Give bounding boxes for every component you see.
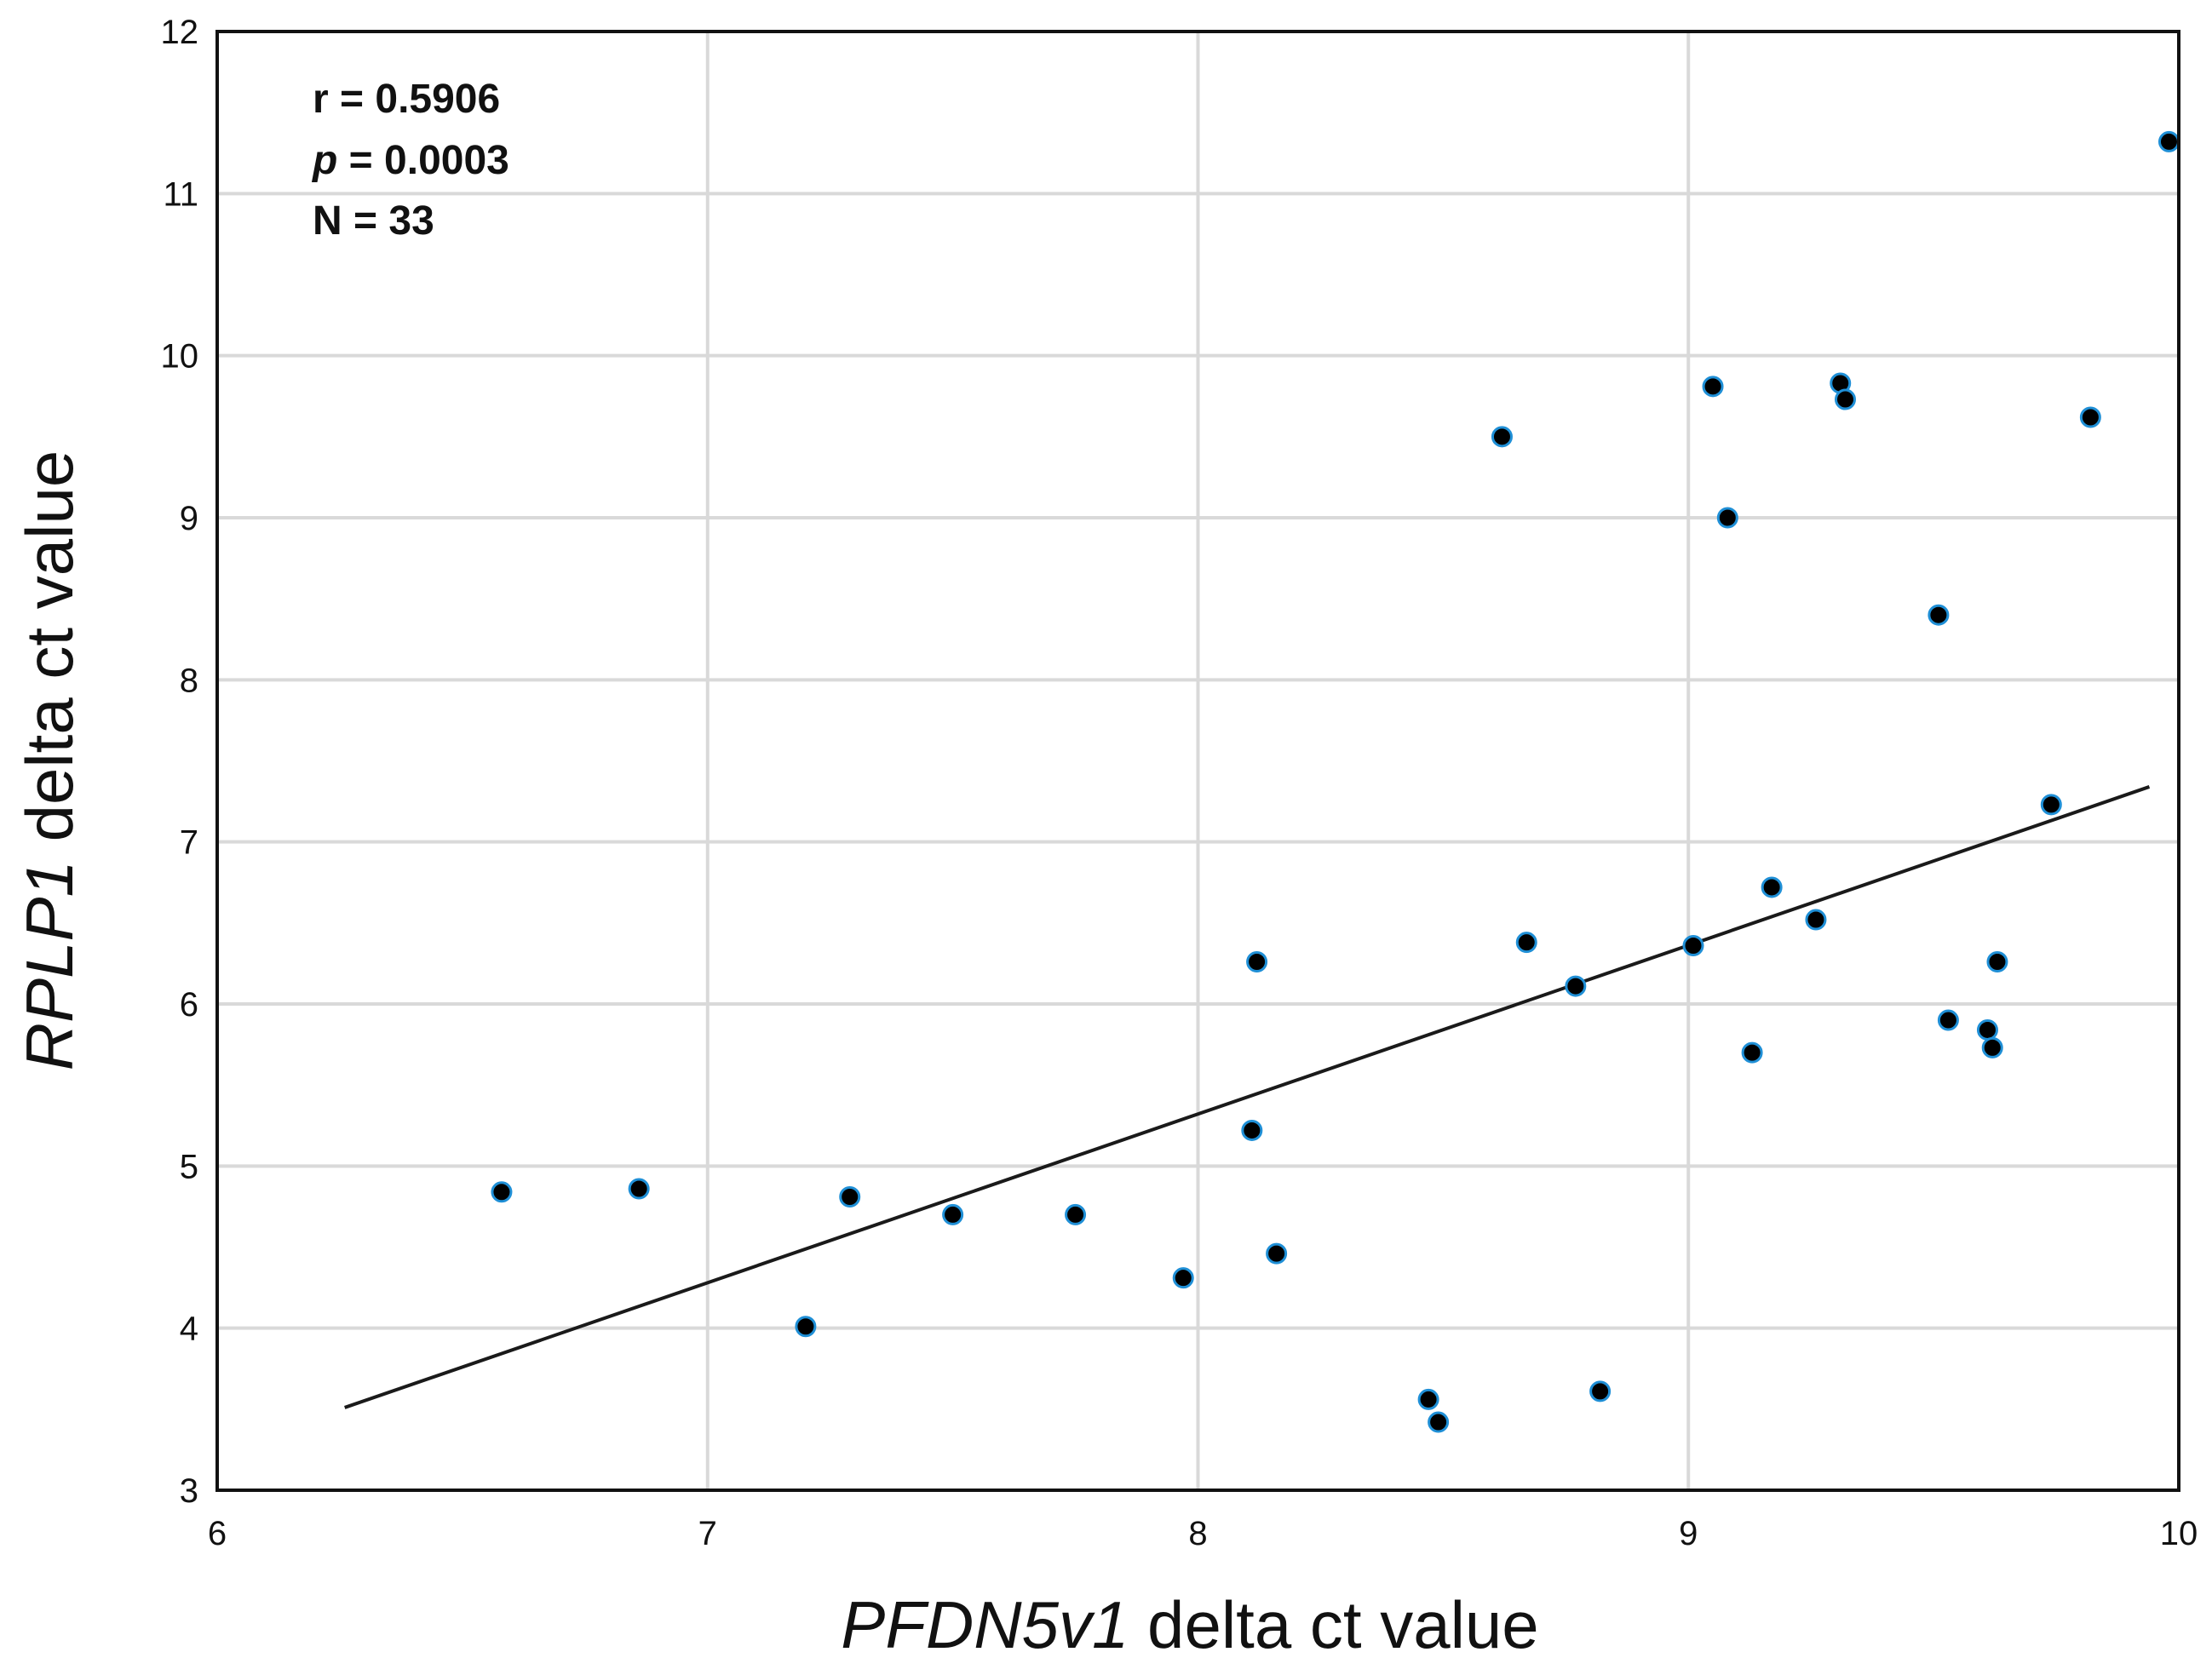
data-point	[1834, 388, 1856, 410]
y-tick-label: 9	[180, 500, 198, 537]
data-points	[491, 130, 2180, 1433]
gridlines	[215, 30, 2180, 1492]
data-point	[1589, 1380, 1612, 1403]
data-point	[628, 1178, 650, 1200]
n-value-label: N = 33	[313, 198, 434, 244]
x-tick-label: 9	[1679, 1515, 1698, 1552]
data-point	[1241, 1119, 1263, 1141]
y-tick-label: 10	[161, 338, 199, 376]
data-point	[1515, 932, 1537, 954]
data-point	[491, 1181, 513, 1203]
y-axis-title: RPLP1 delta ct value	[12, 450, 87, 1070]
data-point	[1937, 1009, 1959, 1031]
x-tick-label: 8	[1188, 1515, 1207, 1552]
y-tick-label: 8	[180, 662, 198, 699]
data-point	[1172, 1267, 1194, 1289]
y-tick-labels: 3 4 5 6 7 8 9 10 11 12	[161, 14, 199, 1510]
y-axis-unit: delta ct value	[12, 450, 87, 860]
data-point	[1981, 1036, 2003, 1058]
data-point	[1741, 1041, 1763, 1064]
y-tick-label: 12	[161, 14, 199, 51]
x-axis-title: PFDN5v1 delta ct value	[841, 1587, 1538, 1662]
data-point	[1682, 934, 1704, 956]
stats-annotation: r = 0.5906 p = 0.0003 N = 33	[311, 77, 509, 244]
trendline	[344, 785, 2151, 1409]
data-point	[2157, 130, 2180, 152]
x-tick-label: 6	[208, 1515, 227, 1552]
y-tick-label: 11	[163, 175, 198, 213]
y-tick-label: 5	[180, 1148, 198, 1185]
y-tick-label: 4	[180, 1311, 198, 1348]
x-axis-gene: PFDN5v1	[841, 1587, 1129, 1662]
data-point	[1761, 876, 1783, 898]
p-value-label: p = 0.0003	[311, 138, 509, 183]
data-point	[1266, 1242, 1288, 1265]
data-point	[1805, 909, 1827, 931]
data-point	[795, 1316, 817, 1338]
data-point	[1565, 975, 1587, 997]
data-point	[1928, 604, 1950, 626]
data-point	[1417, 1388, 1439, 1410]
data-point	[1428, 1411, 1450, 1433]
x-tick-label: 7	[698, 1515, 717, 1552]
data-point	[1702, 376, 1724, 398]
data-point	[1976, 1018, 1998, 1041]
y-tick-label: 6	[180, 986, 198, 1024]
data-point	[1065, 1203, 1087, 1225]
data-point	[2040, 794, 2062, 816]
data-point	[1491, 426, 1513, 448]
data-point	[1246, 951, 1268, 973]
data-point	[1716, 507, 1738, 529]
p-value: = 0.0003	[337, 138, 509, 183]
r-value-label: r = 0.5906	[313, 77, 500, 122]
x-tick-labels: 6 7 8 9 10	[208, 1515, 2198, 1552]
data-point	[2079, 406, 2101, 428]
p-symbol: p	[311, 138, 337, 183]
trendline-group	[344, 785, 2151, 1409]
y-tick-label: 7	[180, 824, 198, 862]
y-axis-gene: RPLP1	[12, 860, 87, 1070]
data-point	[942, 1203, 964, 1225]
x-tick-label: 10	[2160, 1515, 2198, 1552]
data-point	[839, 1185, 861, 1207]
y-tick-label: 3	[180, 1472, 198, 1510]
data-point	[1986, 951, 2008, 973]
x-axis-unit: delta ct value	[1129, 1587, 1538, 1662]
plot-area-border	[215, 30, 2180, 1492]
